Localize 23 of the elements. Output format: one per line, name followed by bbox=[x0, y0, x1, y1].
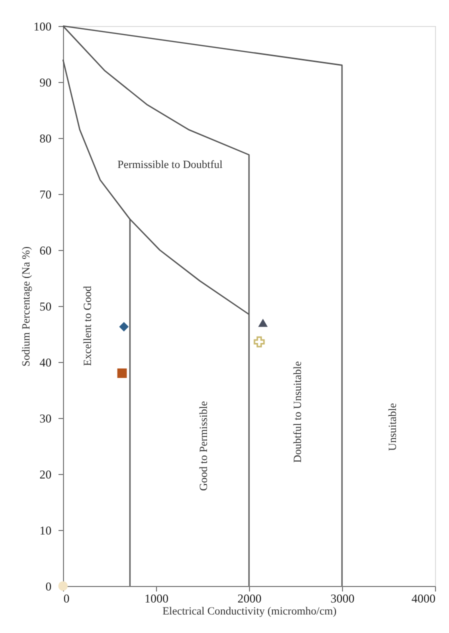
annotation: Permissible to Doubtful bbox=[117, 159, 223, 171]
x-tick-label: 4000 bbox=[412, 592, 436, 606]
y-tick-label: 30 bbox=[40, 412, 52, 426]
y-tick-label: 40 bbox=[40, 356, 52, 370]
annotation: Excellent to Good bbox=[82, 285, 94, 366]
y-tick-label: 10 bbox=[40, 524, 52, 538]
x-tick-label: 2000 bbox=[238, 592, 262, 606]
y-tick-label: 50 bbox=[40, 300, 52, 314]
y-tick-label: 0 bbox=[46, 580, 52, 594]
x-axis-title: Electrical Conductivity (micromho/cm) bbox=[162, 606, 337, 618]
y-tick-label: 60 bbox=[40, 244, 52, 258]
y-tick-label: 90 bbox=[40, 76, 52, 90]
x-tick-label: 3000 bbox=[330, 592, 354, 606]
x-tick-label: 1000 bbox=[144, 592, 168, 606]
y-tick-label: 100 bbox=[34, 20, 52, 34]
annotation: Good to Permissible bbox=[198, 400, 210, 491]
x-tick-label: 0 bbox=[64, 592, 70, 606]
annotation: Doubtful to Unsuitable bbox=[292, 361, 304, 463]
y-tick-label: 20 bbox=[40, 468, 52, 482]
y-axis-title: Sodium Percentage (Na %) bbox=[20, 246, 32, 367]
y-tick-label: 70 bbox=[40, 188, 52, 202]
y-tick-label: 80 bbox=[40, 132, 52, 146]
annotation: Unsuitable bbox=[387, 403, 399, 451]
